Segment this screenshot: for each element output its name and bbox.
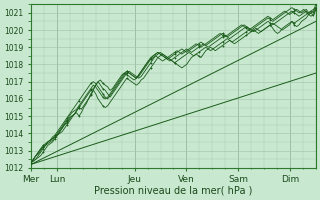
X-axis label: Pression niveau de la mer( hPa ): Pression niveau de la mer( hPa ) (94, 186, 252, 196)
